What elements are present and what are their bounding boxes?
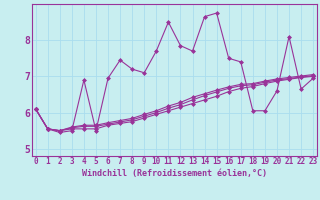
X-axis label: Windchill (Refroidissement éolien,°C): Windchill (Refroidissement éolien,°C) xyxy=(82,169,267,178)
